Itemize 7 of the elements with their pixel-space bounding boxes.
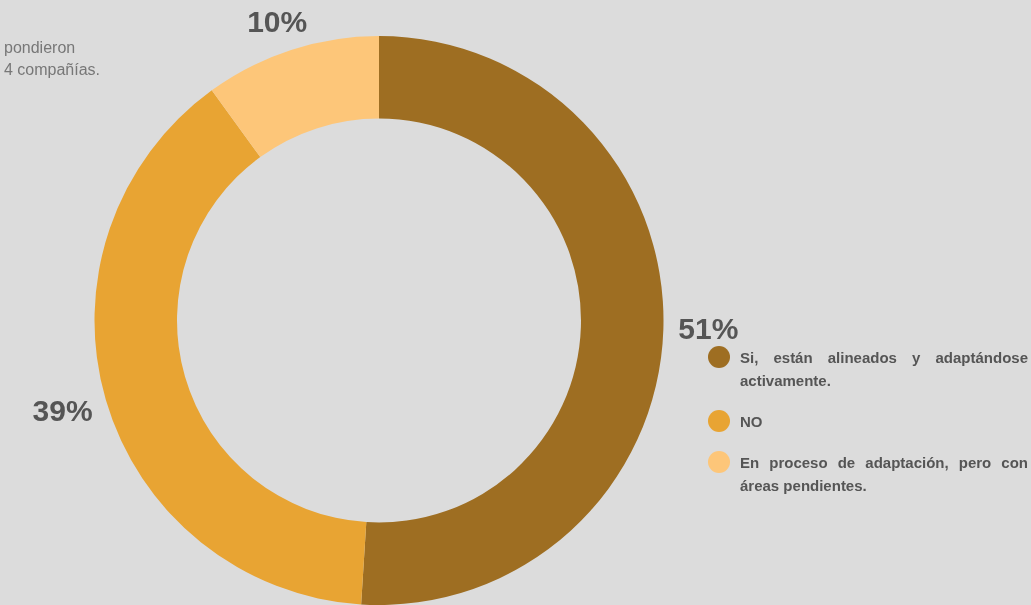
legend-label: Si, están alineados y adaptándose activamente. — [740, 348, 1028, 391]
data-label: 51% — [678, 312, 739, 346]
data-label: 10% — [247, 5, 308, 39]
data-label: 39% — [32, 393, 93, 427]
legend-label: NO — [740, 412, 763, 432]
text: pondieron 4 compañías. — [4, 38, 101, 80]
legend-label: En proceso de adaptación, pero con áreas pendientes. — [740, 453, 1028, 496]
